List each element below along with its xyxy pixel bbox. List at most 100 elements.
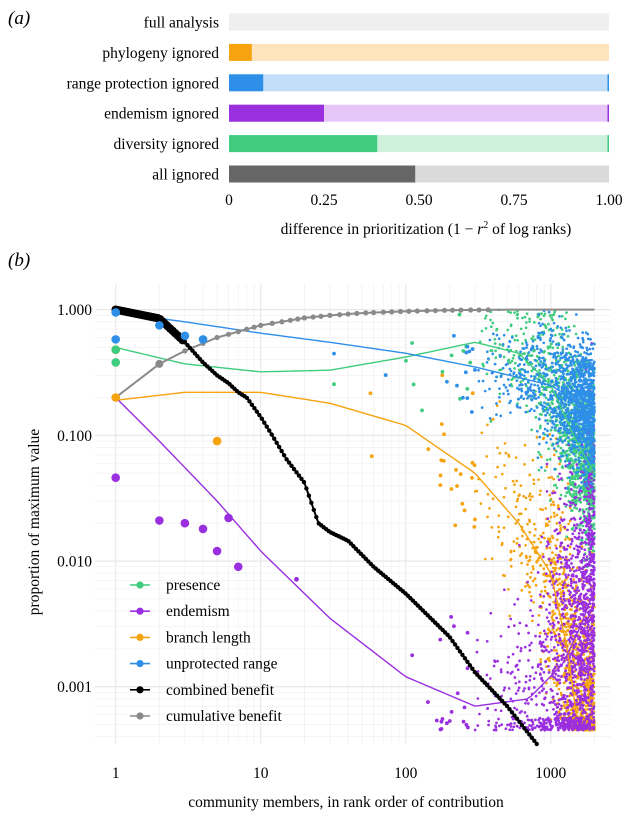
point-endemism [555, 616, 558, 620]
point-presence [483, 316, 487, 320]
point-endemism [557, 553, 561, 557]
point-branch-length [515, 479, 518, 483]
point-branch-length [562, 681, 566, 685]
point-branch-length [520, 561, 523, 565]
point-branch-length [511, 479, 515, 483]
point-endemism [545, 725, 549, 729]
point-presence [513, 338, 517, 342]
point-endemism [570, 517, 573, 521]
point-presence [581, 524, 585, 528]
point-endemism [578, 666, 582, 669]
point-endemism [592, 669, 596, 673]
point-endemism [555, 706, 559, 709]
point-endemism [564, 723, 568, 727]
point-unprotected-range [541, 322, 545, 326]
point-presence [493, 342, 497, 345]
point-endemism [534, 634, 537, 638]
point-endemism [571, 554, 574, 558]
point-endemism [584, 564, 587, 568]
point-endemism [588, 626, 592, 629]
point-endemism [531, 720, 535, 724]
point-endemism [555, 546, 558, 550]
point-branch-length [496, 465, 499, 469]
point-endemism [532, 677, 536, 681]
point-endemism [555, 662, 559, 666]
point-unprotected-range [534, 364, 538, 368]
point-branch-length [553, 612, 557, 615]
point-unprotected-range [516, 405, 519, 409]
point-branch-length [531, 579, 535, 583]
point-branch-length [537, 478, 540, 482]
point-endemism [549, 638, 553, 641]
point-presence [566, 490, 570, 494]
point-branch-length [547, 476, 551, 480]
point-unprotected-range [533, 383, 536, 387]
point-branch-length [514, 456, 518, 459]
point-endemism [553, 699, 556, 703]
point-endemism [294, 576, 299, 582]
point-unprotected-range [534, 359, 537, 362]
point-endemism [516, 668, 520, 672]
point-presence [579, 501, 583, 504]
point-endemism [531, 727, 534, 730]
point-branch-length [580, 693, 584, 696]
point-endemism [574, 503, 577, 507]
point-branch-length [438, 483, 443, 488]
point-presence [498, 392, 502, 396]
point-endemism [509, 697, 513, 701]
point-endemism [534, 671, 538, 675]
point-endemism [583, 686, 587, 690]
point-branch-length [538, 493, 542, 497]
point-branch-length [565, 703, 569, 707]
point-branch-length [584, 683, 588, 687]
point-presence [547, 369, 551, 372]
point-endemism [561, 719, 564, 723]
point-unprotected-range [465, 396, 470, 401]
point-endemism [586, 611, 590, 614]
point-branch-length [533, 551, 537, 554]
point-branch-length [556, 583, 560, 587]
point-unprotected-range [495, 375, 498, 379]
point-endemism [495, 721, 498, 725]
point-endemism [592, 665, 596, 669]
point-branch-length [537, 537, 541, 541]
point-endemism [525, 624, 528, 628]
x-tick-label: 0 [225, 192, 233, 209]
point-branch-length [552, 600, 555, 604]
point-branch-length [525, 537, 529, 541]
point-endemism [547, 664, 550, 668]
point-endemism [570, 472, 574, 475]
point-branch-length [564, 625, 568, 629]
point-endemism [439, 719, 444, 724]
point-presence [529, 354, 533, 358]
point-branch-length [532, 600, 536, 604]
point-unprotected-range [548, 339, 552, 343]
point-branch-length [542, 567, 546, 571]
point-endemism [569, 723, 573, 727]
point-endemism [586, 495, 589, 499]
point-unprotected-range [524, 410, 528, 414]
point-branch-length [526, 522, 529, 526]
point-endemism [591, 656, 595, 660]
point-endemism [556, 655, 560, 659]
point-presence [410, 341, 415, 345]
point-endemism [536, 665, 540, 668]
point-endemism [545, 572, 548, 576]
point-endemism [574, 527, 578, 530]
point-endemism [590, 619, 594, 622]
point-unprotected-range [551, 426, 554, 429]
point-endemism [591, 538, 595, 542]
point-branch-length [479, 502, 483, 505]
point-presence [574, 500, 578, 504]
point-endemism [581, 723, 585, 727]
point-endemism [506, 661, 510, 664]
point-endemism [558, 637, 562, 640]
point-branch-length [539, 507, 542, 511]
point-endemism [572, 680, 576, 684]
point-presence [411, 382, 416, 387]
point-endemism [592, 501, 596, 505]
point-presence [585, 537, 588, 541]
point-endemism [462, 705, 467, 710]
point-branch-length [502, 495, 506, 499]
point-endemism [577, 535, 581, 539]
